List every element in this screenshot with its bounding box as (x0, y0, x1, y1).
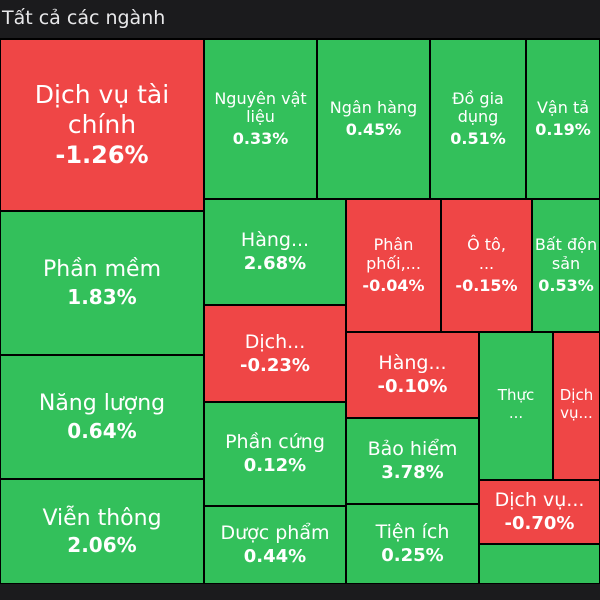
tile-name: Hàng... (378, 352, 447, 374)
tile-thuc[interactable]: Thực ... (479, 332, 553, 480)
page-title[interactable]: Tất cả các ngành (0, 0, 600, 38)
tile-name: Phân phối,... (366, 235, 421, 273)
tile-dich[interactable]: Dịch... -0.23% (204, 305, 346, 402)
tile-name: Thực ... (497, 386, 535, 422)
tile-bao-hiem[interactable]: Bảo hiểm 3.78% (346, 418, 479, 504)
tile-change: 3.78% (381, 462, 444, 484)
tile-do-gia-dung[interactable]: Đồ gia dụng 0.51% (430, 39, 526, 199)
tile-name: Ngân hàng (329, 97, 418, 117)
tile-name: Hàng... (240, 229, 310, 251)
tile-filler (479, 544, 600, 584)
tile-name: Dịch... (244, 330, 306, 353)
tile-van-tai[interactable]: Vận tả 0.19% (526, 39, 600, 199)
page-title-text: Tất cả các ngành (2, 7, 166, 29)
tile-dich-vu-tai-chinh[interactable]: Dịch vụ tài chính -1.26% (0, 39, 204, 211)
tile-change: 0.12% (243, 455, 307, 477)
bottom-bar (0, 584, 600, 600)
tile-hang-2[interactable]: Hàng... -0.10% (346, 332, 479, 418)
tile-change: -0.15% (455, 275, 518, 295)
tile-change: 0.45% (345, 119, 402, 139)
tile-change: 0.64% (67, 418, 137, 443)
tile-change: -0.23% (240, 354, 310, 376)
tile-name: Dược phẩm (220, 522, 330, 544)
tile-name: Phần mềm (42, 257, 162, 283)
tile-name: Dịch vụ... (494, 489, 585, 511)
tile-nang-luong[interactable]: Năng lượng 0.64% (0, 355, 204, 479)
tile-change: -0.04% (362, 275, 425, 295)
tile-change: 2.68% (243, 253, 307, 275)
tile-phan-phoi[interactable]: Phân phối,... -0.04% (346, 199, 441, 332)
tile-name: Nguyên vật liệu (214, 88, 307, 127)
tile-change: 0.19% (535, 119, 591, 139)
tile-name: Bảo hiểm (367, 438, 458, 460)
tile-name: Phần cứng (225, 431, 325, 453)
tile-change: 0.53% (538, 275, 594, 295)
tile-name: Năng lượng (38, 391, 166, 417)
tile-change: -0.10% (377, 376, 448, 398)
tile-name: Đồ gia dụng (452, 88, 504, 127)
tile-change: -1.26% (55, 141, 149, 170)
tile-nguyen-vat-lieu[interactable]: Nguyên vật liệu 0.33% (204, 39, 317, 199)
tile-name: Ô tô, ... (467, 235, 506, 273)
tile-change: 0.51% (450, 129, 506, 149)
tile-o-to[interactable]: Ô tô, ... -0.15% (441, 199, 532, 332)
tile-bat-dong-san[interactable]: Bất độn sản 0.53% (532, 199, 600, 332)
tile-name: Bất độn sản (534, 235, 598, 273)
tile-tien-ich[interactable]: Tiện ích 0.25% (346, 504, 479, 584)
tile-hang[interactable]: Hàng... 2.68% (204, 199, 346, 305)
sector-treemap: Dịch vụ tài chính -1.26% Nguyên vật liệu… (0, 39, 600, 600)
tile-change: 1.83% (67, 284, 137, 309)
tile-change: 2.06% (67, 533, 137, 558)
tile-name: Dịch vụ tài chính (34, 80, 170, 139)
tile-change: 0.25% (381, 545, 444, 567)
tile-change: 0.44% (243, 546, 307, 568)
tile-duoc-pham[interactable]: Dược phẩm 0.44% (204, 506, 346, 584)
tile-name: Viễn thông (42, 505, 162, 531)
tile-phan-cung[interactable]: Phần cứng 0.12% (204, 402, 346, 506)
tile-name: Vận tả (536, 97, 590, 117)
tile-change: -0.70% (504, 513, 575, 535)
tile-dich-vu-2[interactable]: Dịch vụ... -0.70% (479, 480, 600, 544)
tile-phan-mem[interactable]: Phần mềm 1.83% (0, 211, 204, 355)
tile-name: Tiện ích (375, 521, 450, 543)
tile-ngan-hang[interactable]: Ngân hàng 0.45% (317, 39, 430, 199)
tile-vien-thong[interactable]: Viễn thông 2.06% (0, 479, 204, 584)
tile-name: Dịch vụ... (559, 386, 594, 422)
tile-dich-vu[interactable]: Dịch vụ... (553, 332, 600, 480)
tile-change: 0.33% (232, 129, 289, 149)
